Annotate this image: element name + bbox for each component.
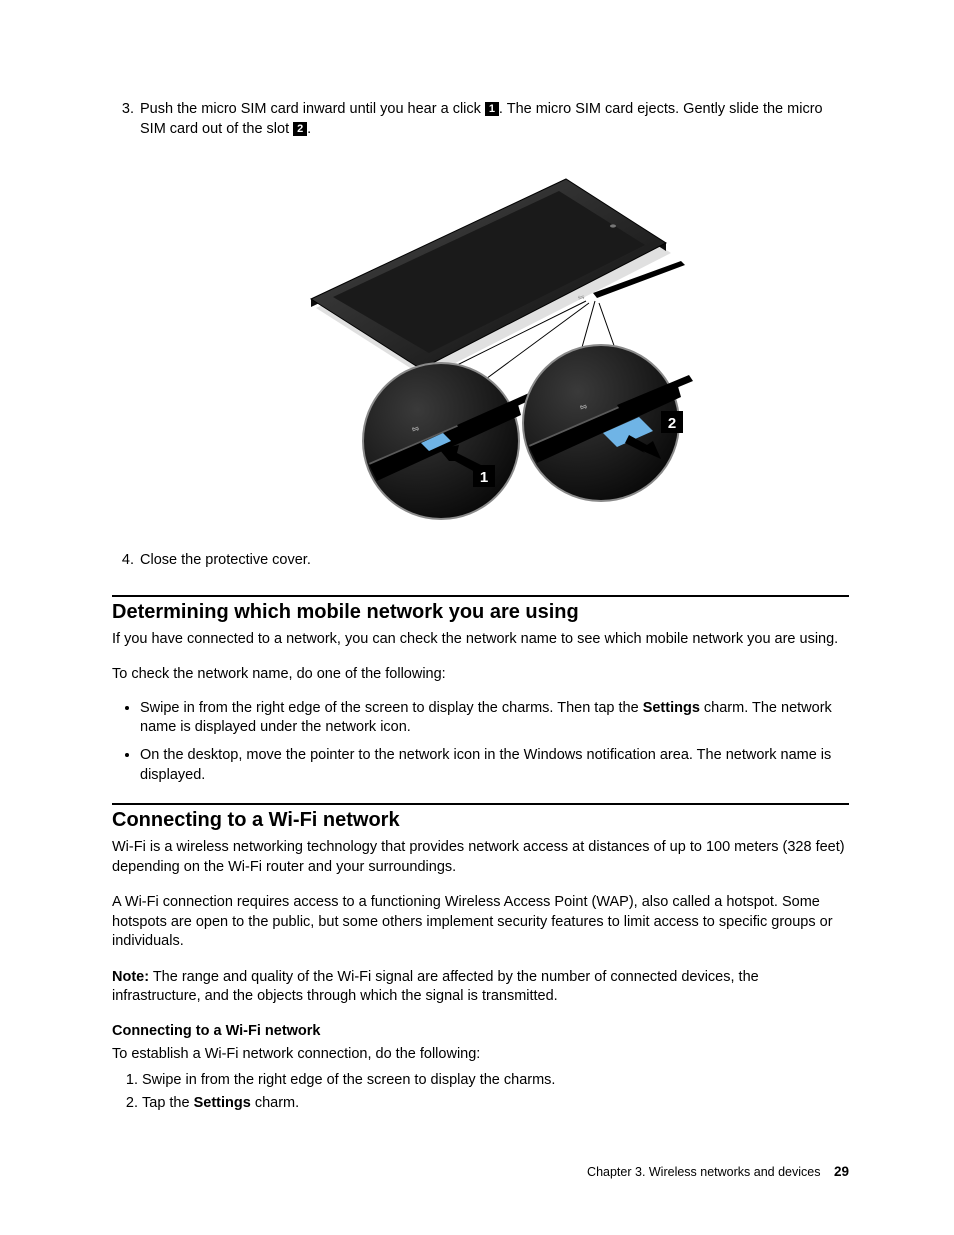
- detail-circle-2: ⇋ 2: [523, 345, 693, 501]
- callout-2: 2: [667, 415, 675, 432]
- callout-1-inline: 1: [485, 102, 499, 116]
- sim-eject-figure: ⇋ ⇋: [261, 153, 701, 523]
- step-4: 4. Close the protective cover.: [112, 551, 849, 571]
- page-number: 29: [834, 1164, 849, 1179]
- wifi-note: Note: The range and quality of the Wi-Fi…: [112, 968, 849, 1007]
- chapter-label: Chapter 3. Wireless networks and devices: [587, 1165, 820, 1179]
- text: On the desktop, move the pointer to the …: [140, 747, 831, 783]
- step-3: 3. Push the micro SIM card inward until …: [112, 100, 849, 139]
- section1-lead: To check the network name, do one of the…: [112, 665, 849, 685]
- section-heading-wifi: Connecting to a Wi-Fi network: [112, 809, 849, 832]
- document-page: 3. Push the micro SIM card inward until …: [0, 0, 954, 1235]
- text: charm.: [251, 1095, 299, 1111]
- text: Swipe in from the right edge of the scre…: [140, 700, 643, 716]
- wifi-p1: Wi-Fi is a wireless networking technolog…: [112, 838, 849, 877]
- wifi-subhead: Connecting to a Wi-Fi network: [112, 1023, 849, 1039]
- detail-circle-1: ⇋ 1: [363, 363, 533, 519]
- text: Tap the: [142, 1095, 194, 1111]
- callout-1: 1: [479, 469, 487, 486]
- wifi-sub-lead: To establish a Wi-Fi network connection,…: [112, 1045, 849, 1065]
- section-heading-mobile-network: Determining which mobile network you are…: [112, 601, 849, 624]
- list-item: On the desktop, move the pointer to the …: [140, 746, 849, 785]
- settings-charm-label: Settings: [643, 700, 700, 716]
- callout-2-inline: 2: [293, 122, 307, 136]
- page-footer: Chapter 3. Wireless networks and devices…: [587, 1164, 849, 1179]
- section-divider: [112, 803, 849, 805]
- step-4-text: Close the protective cover.: [140, 551, 849, 571]
- text: Push the micro SIM card inward until you…: [140, 101, 485, 117]
- tablet-illustration: ⇋: [311, 179, 685, 378]
- step-number: 3.: [112, 100, 140, 120]
- wifi-steps: Swipe in from the right edge of the scre…: [112, 1069, 849, 1115]
- section1-intro: If you have connected to a network, you …: [112, 630, 849, 650]
- note-label: Note:: [112, 969, 149, 985]
- list-item: Swipe in from the right edge of the scre…: [142, 1069, 849, 1092]
- text: Swipe in from the right edge of the scre…: [142, 1072, 555, 1088]
- wifi-p2: A Wi-Fi connection requires access to a …: [112, 893, 849, 952]
- camera-icon: [610, 225, 616, 228]
- step-3-text: Push the micro SIM card inward until you…: [140, 100, 849, 139]
- text: .: [307, 121, 311, 137]
- section1-bullets: Swipe in from the right edge of the scre…: [112, 699, 849, 785]
- settings-charm-label: Settings: [194, 1095, 251, 1111]
- note-body: The range and quality of the Wi-Fi signa…: [112, 969, 759, 1005]
- list-item: Swipe in from the right edge of the scre…: [140, 699, 849, 738]
- section-divider: [112, 595, 849, 597]
- list-item: Tap the Settings charm.: [142, 1092, 849, 1115]
- step-number: 4.: [112, 551, 140, 571]
